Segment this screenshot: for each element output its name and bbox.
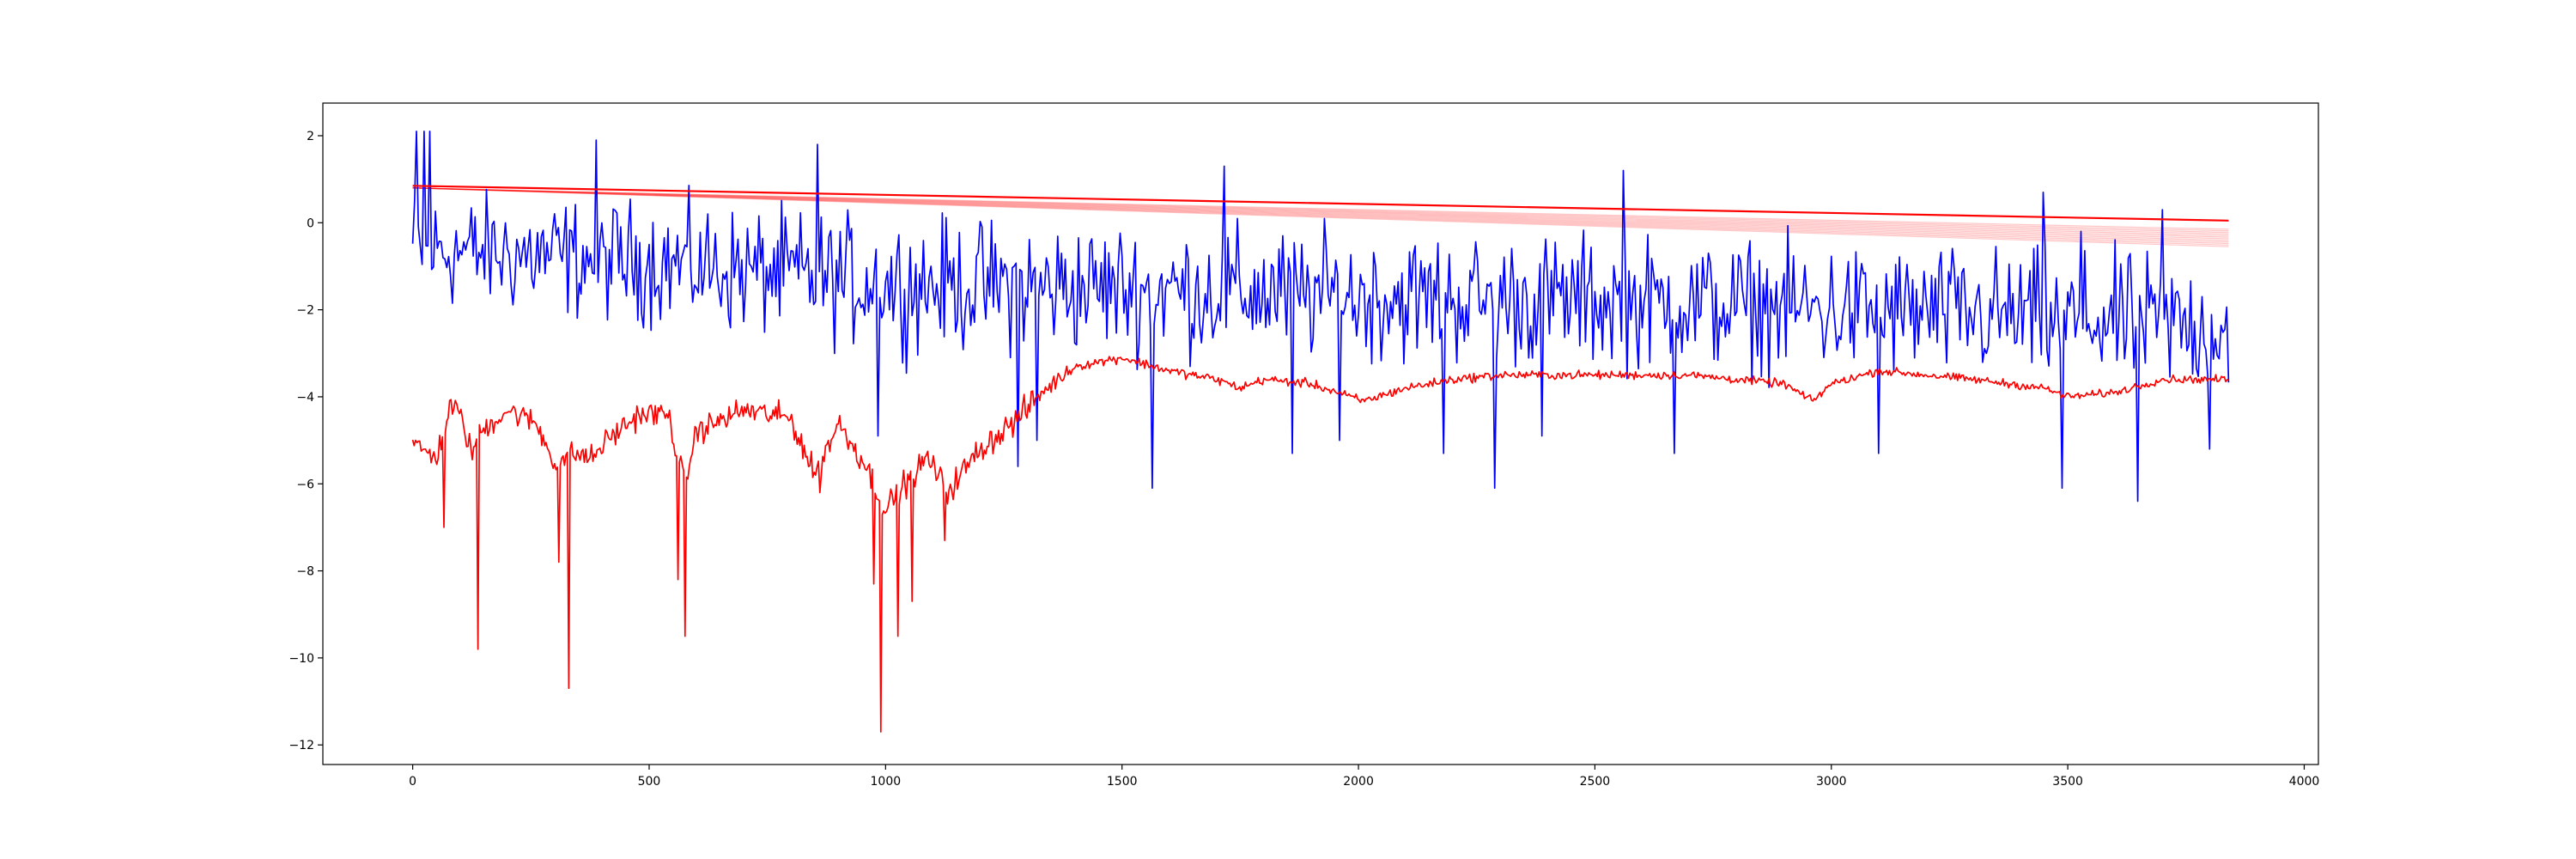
fan-line [412,187,2229,243]
x-tick-label: 1500 [1107,775,1138,789]
plot-area [411,131,2230,733]
series-line-1 [411,356,2229,733]
fan-line [412,187,2229,234]
x-tick-label: 4000 [2289,775,2320,789]
y-tick-label: −2 [296,304,314,318]
fan-line [412,187,2229,238]
fan-line [412,187,2229,232]
x-tick-label: 1000 [871,775,902,789]
fan-line [412,187,2229,246]
x-tick-label: 3500 [2052,775,2083,789]
x-tick-label: 3000 [1816,775,1847,789]
series-line-2 [412,185,2229,222]
y-tick-label: 0 [307,216,314,230]
fan-line [412,187,2229,245]
x-tick-label: 2500 [1580,775,1611,789]
x-tick-label: 2000 [1343,775,1374,789]
y-tick-label: −8 [296,565,314,579]
fan-line [412,187,2229,236]
x-tick-label: 0 [409,775,416,789]
axes-frame [322,102,2319,765]
fan-line [412,187,2229,230]
y-axis: 2 0 −2 −4 −6 −8 −10 −12 [289,130,323,752]
y-tick-label: −12 [289,739,314,752]
y-tick-label: −10 [289,652,314,666]
y-tick-label: 2 [307,130,314,143]
series-line-0 [411,131,2230,503]
fan-line [412,187,2229,235]
fan-line [412,187,2229,241]
fan-line [412,187,2229,240]
x-tick-label: 500 [638,775,661,789]
x-axis: 0 500 1000 1500 2000 2500 3000 3500 4000 [409,765,2319,789]
y-tick-label: −4 [296,391,314,405]
y-tick-label: −6 [296,478,314,491]
fan-line [412,187,2229,247]
